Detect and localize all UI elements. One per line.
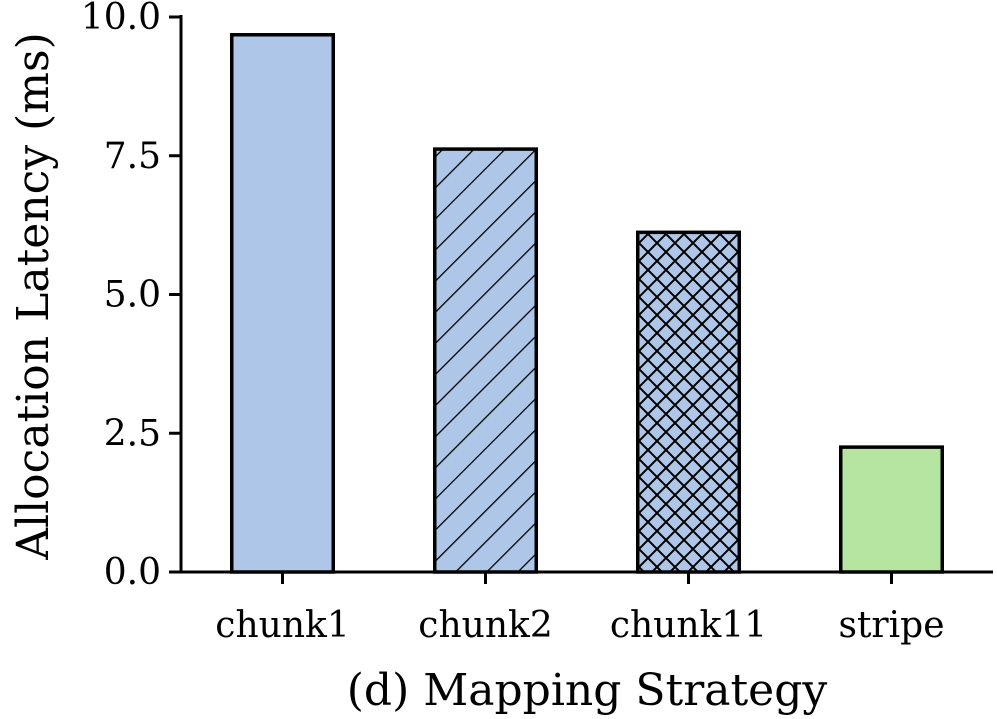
x-axis: chunk1 chunk2 chunk11 stripe <box>179 570 993 646</box>
bars-layer <box>230 33 944 574</box>
y-axis-title: Allocation Latency (ms) <box>8 32 59 560</box>
x-tick-label-chunk11: chunk11 <box>610 605 767 646</box>
bar-chunk1 <box>230 33 335 574</box>
y-tick-label: 7.5 <box>104 136 161 177</box>
x-axis-title: (d) Mapping Strategy <box>347 665 828 716</box>
bar-chunk11 <box>636 230 741 574</box>
y-tick-label: 2.5 <box>104 413 161 454</box>
y-tick-label: 0.0 <box>104 552 161 593</box>
bar-stripe <box>839 445 944 574</box>
x-tick-label-stripe: stripe <box>838 605 944 646</box>
x-tick-label-chunk1: chunk1 <box>215 605 349 646</box>
bar-chunk2 <box>433 147 538 574</box>
y-tick-label: 5.0 <box>104 275 161 316</box>
x-ticks: chunk1 chunk2 chunk11 stripe <box>215 572 945 646</box>
y-tick-label: 10.0 <box>81 0 161 38</box>
x-tick-label-chunk2: chunk2 <box>418 605 552 646</box>
y-axis: 0.0 2.5 5.0 7.5 10.0 <box>81 0 183 593</box>
y-ticks: 0.0 2.5 5.0 7.5 10.0 <box>81 0 181 593</box>
